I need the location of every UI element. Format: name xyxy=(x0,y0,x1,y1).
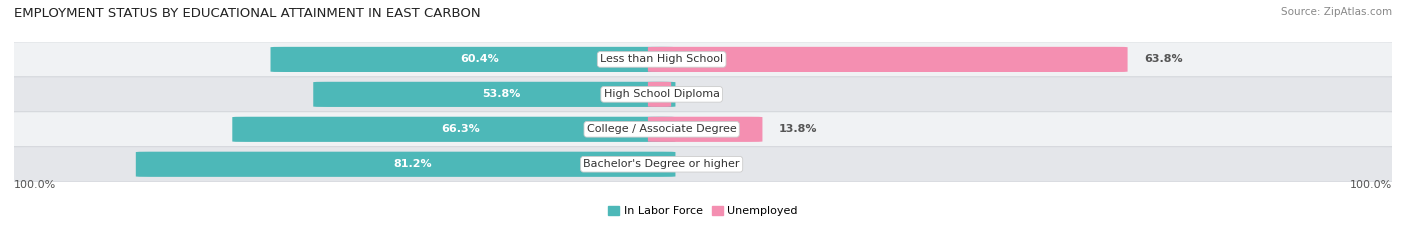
FancyBboxPatch shape xyxy=(0,42,1406,77)
FancyBboxPatch shape xyxy=(232,117,675,142)
Text: Bachelor's Degree or higher: Bachelor's Degree or higher xyxy=(583,159,740,169)
Legend: In Labor Force, Unemployed: In Labor Force, Unemployed xyxy=(603,202,803,221)
FancyBboxPatch shape xyxy=(648,82,671,107)
Text: High School Diploma: High School Diploma xyxy=(603,89,720,99)
FancyBboxPatch shape xyxy=(648,47,1128,72)
FancyBboxPatch shape xyxy=(0,147,1406,182)
Text: 100.0%: 100.0% xyxy=(1350,180,1392,190)
FancyBboxPatch shape xyxy=(270,47,675,72)
Text: College / Associate Degree: College / Associate Degree xyxy=(586,124,737,134)
Text: 66.3%: 66.3% xyxy=(441,124,479,134)
Text: Source: ZipAtlas.com: Source: ZipAtlas.com xyxy=(1281,7,1392,17)
Text: 13.8%: 13.8% xyxy=(779,124,817,134)
FancyBboxPatch shape xyxy=(648,117,762,142)
Text: 0.0%: 0.0% xyxy=(678,159,709,169)
Text: 53.8%: 53.8% xyxy=(482,89,520,99)
FancyBboxPatch shape xyxy=(0,77,1406,112)
Text: 81.2%: 81.2% xyxy=(394,159,432,169)
FancyBboxPatch shape xyxy=(0,112,1406,147)
Text: EMPLOYMENT STATUS BY EDUCATIONAL ATTAINMENT IN EAST CARBON: EMPLOYMENT STATUS BY EDUCATIONAL ATTAINM… xyxy=(14,7,481,20)
Text: Less than High School: Less than High School xyxy=(600,55,723,64)
Text: 60.4%: 60.4% xyxy=(461,55,499,64)
Text: 100.0%: 100.0% xyxy=(14,180,56,190)
FancyBboxPatch shape xyxy=(314,82,675,107)
Text: 1.3%: 1.3% xyxy=(688,89,718,99)
FancyBboxPatch shape xyxy=(136,152,675,177)
Text: 63.8%: 63.8% xyxy=(1144,55,1182,64)
